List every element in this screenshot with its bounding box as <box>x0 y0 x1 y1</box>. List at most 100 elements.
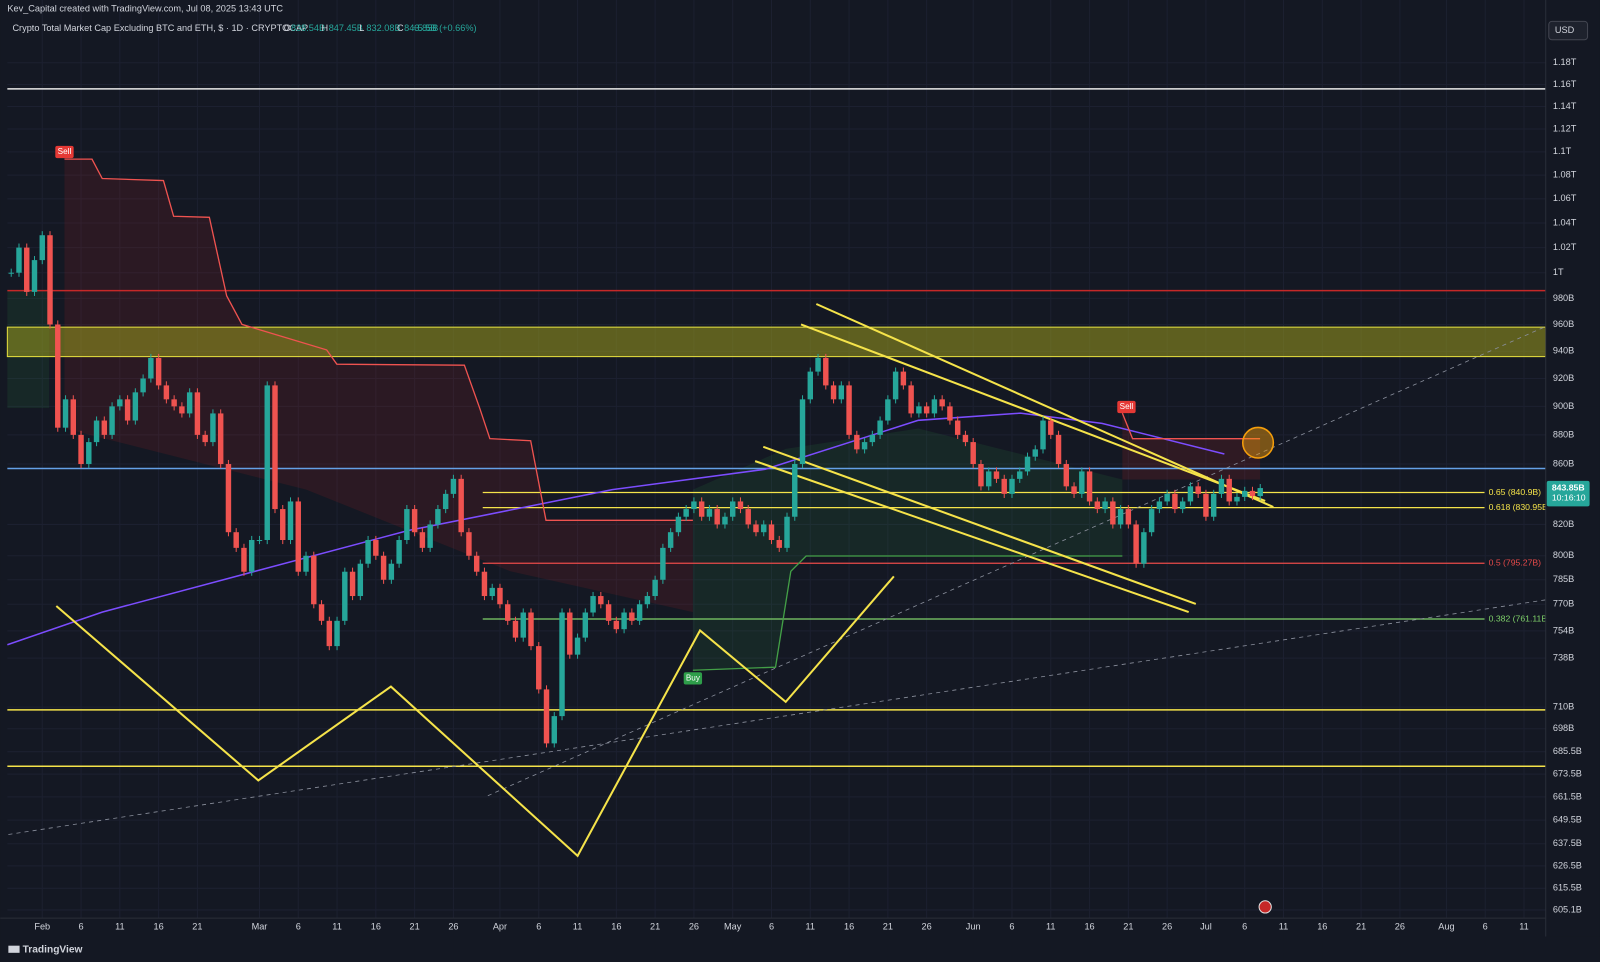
x-tick-label: 21 <box>1123 922 1133 932</box>
ohlc-key: C <box>397 23 404 33</box>
candle <box>714 509 720 525</box>
ohlc-value: 832.08B <box>366 23 400 33</box>
candle <box>660 547 666 580</box>
candle <box>799 399 806 465</box>
countdown: 10:16:10 <box>1552 493 1586 503</box>
candle <box>318 604 325 621</box>
candle <box>373 540 379 556</box>
x-tick-label: 6 <box>536 922 541 932</box>
candle <box>1086 471 1093 502</box>
candle <box>582 612 589 638</box>
candle <box>155 357 162 386</box>
x-tick-label: Apr <box>493 922 507 932</box>
candle <box>280 509 286 541</box>
candle <box>1141 532 1147 564</box>
candle <box>970 442 976 465</box>
y-tick-label: 754B <box>1553 625 1574 635</box>
change: +5.5B (+0.66%) <box>412 23 476 33</box>
candle <box>846 385 852 435</box>
candle <box>93 420 100 443</box>
candle <box>512 620 519 638</box>
candle <box>985 471 992 487</box>
x-tick-label: 11 <box>573 922 583 932</box>
candle <box>1071 486 1077 494</box>
y-tick-label: 1.04T <box>1553 217 1577 227</box>
candle <box>101 420 108 435</box>
y-tick-label: 1T <box>1553 267 1564 277</box>
candle <box>334 620 340 647</box>
y-tick-label: 673.5B <box>1553 769 1582 779</box>
y-tick-label: 637.5B <box>1553 838 1582 848</box>
x-tick-label: 21 <box>192 922 202 932</box>
y-tick-label: 626.5B <box>1553 860 1582 870</box>
candle <box>1187 486 1194 502</box>
candle <box>807 371 813 400</box>
candle <box>404 509 410 541</box>
candle <box>458 478 464 533</box>
candle <box>629 612 635 621</box>
candle <box>163 385 170 400</box>
candle <box>1055 434 1062 465</box>
candle <box>830 385 837 400</box>
y-tick-label: 960B <box>1553 319 1574 329</box>
y-tick-label: 880B <box>1553 429 1574 439</box>
candle <box>1024 456 1031 472</box>
candle <box>295 501 301 572</box>
y-tick-label: 1.16T <box>1553 79 1577 89</box>
ohlc-key: L <box>359 23 364 33</box>
candle <box>761 524 767 533</box>
signal-box <box>55 145 74 159</box>
candle <box>1172 493 1178 510</box>
supertrend-fill <box>692 428 1123 671</box>
candle <box>768 524 775 541</box>
drawings <box>7 158 1546 858</box>
candle <box>613 620 620 630</box>
highlight-circle <box>1241 426 1275 459</box>
candle <box>287 501 294 541</box>
candle <box>8 272 14 274</box>
x-tick-label: May <box>724 922 742 932</box>
x-tick-label: 16 <box>611 922 621 932</box>
candle <box>86 442 92 465</box>
candle <box>442 493 449 510</box>
candle <box>303 555 309 572</box>
candle <box>210 413 216 443</box>
candle <box>225 464 232 533</box>
candle <box>1017 471 1023 479</box>
candle <box>365 540 371 564</box>
y-tick-label: 738B <box>1553 653 1574 663</box>
x-tick-label: 21 <box>883 922 893 932</box>
y-tick-label: 770B <box>1553 599 1574 609</box>
fib-label: 0.65 (840.9B) <box>1489 487 1542 497</box>
x-tick-label: 21 <box>410 922 420 932</box>
candle <box>1156 501 1163 510</box>
candle <box>885 399 891 421</box>
y-tick-label: 1.18T <box>1553 57 1577 67</box>
candle <box>908 385 914 414</box>
zone <box>6 326 1547 358</box>
candle <box>326 620 333 647</box>
candle <box>574 637 581 655</box>
y-tick-label: 785B <box>1553 574 1574 584</box>
candle <box>1009 478 1015 494</box>
candle <box>217 413 224 465</box>
candle <box>272 385 278 510</box>
candle <box>264 385 270 541</box>
candle <box>497 587 503 605</box>
candle <box>729 501 736 517</box>
candle <box>24 247 30 292</box>
candles <box>8 231 1263 748</box>
candle <box>590 596 596 613</box>
y-tick-label: 615.5B <box>1553 883 1582 893</box>
candle <box>784 516 790 548</box>
x-tick-label: 11 <box>1519 922 1529 932</box>
candle <box>993 471 1000 479</box>
candle <box>605 604 612 621</box>
price-tag-label: 843.85B <box>1552 482 1585 492</box>
logo: TradingView <box>8 944 83 955</box>
candle <box>667 532 674 548</box>
candle <box>528 612 534 647</box>
ohlc-value: 843.85B <box>404 23 438 33</box>
candle <box>39 235 45 261</box>
